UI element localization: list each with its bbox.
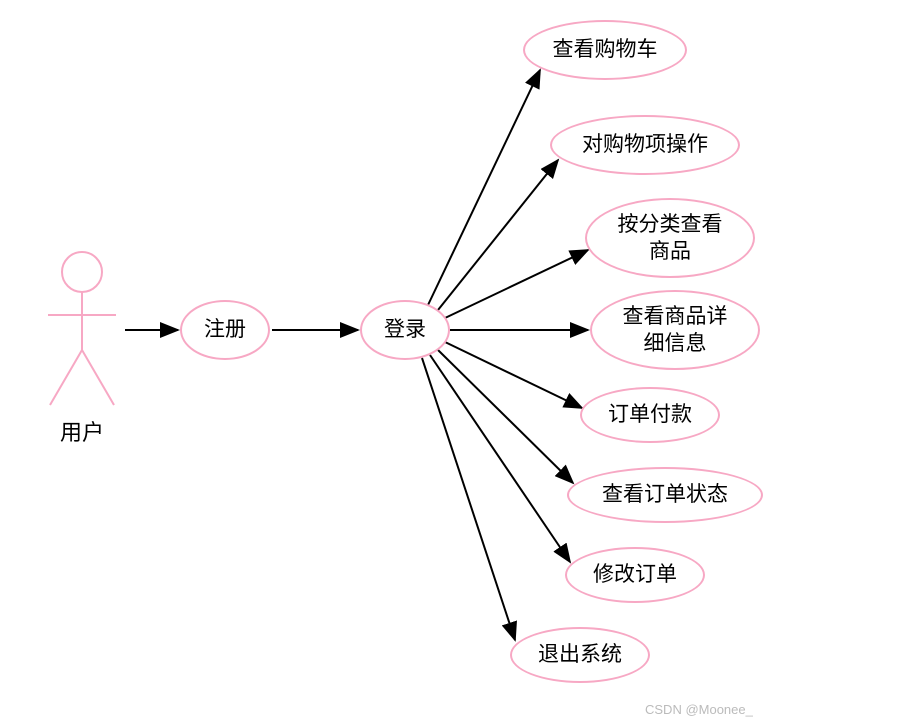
usecase-login: 登录: [360, 300, 450, 360]
diagram-svg: [0, 0, 904, 724]
usecase-label: 查看商品详 细信息: [623, 303, 728, 358]
arrows: [125, 70, 588, 640]
watermark-text: CSDN @Moonee_: [645, 702, 753, 717]
usecase-label: 查看购物车: [553, 36, 658, 63]
usecase-register: 注册: [180, 300, 270, 360]
usecase-status: 查看订单状态: [567, 467, 763, 523]
usecase-label: 查看订单状态: [602, 481, 728, 508]
usecase-label: 注册: [204, 316, 246, 343]
actor-label: 用户: [60, 415, 104, 447]
usecase-pay: 订单付款: [580, 387, 720, 443]
usecase-cart: 查看购物车: [523, 20, 687, 80]
usecase-label: 退出系统: [538, 641, 622, 668]
usecase-detail: 查看商品详 细信息: [590, 290, 760, 370]
usecase-label: 订单付款: [608, 401, 692, 428]
usecase-label: 登录: [384, 316, 426, 343]
usecase-browse: 按分类查看 商品: [585, 198, 755, 278]
usecase-cartop: 对购物项操作: [550, 115, 740, 175]
usecase-modify: 修改订单: [565, 547, 705, 603]
usecase-label: 修改订单: [593, 561, 677, 588]
usecase-label: 对购物项操作: [582, 131, 708, 158]
actor-figure: [48, 252, 116, 405]
usecase-exit: 退出系统: [510, 627, 650, 683]
usecase-label: 按分类查看 商品: [618, 211, 723, 266]
